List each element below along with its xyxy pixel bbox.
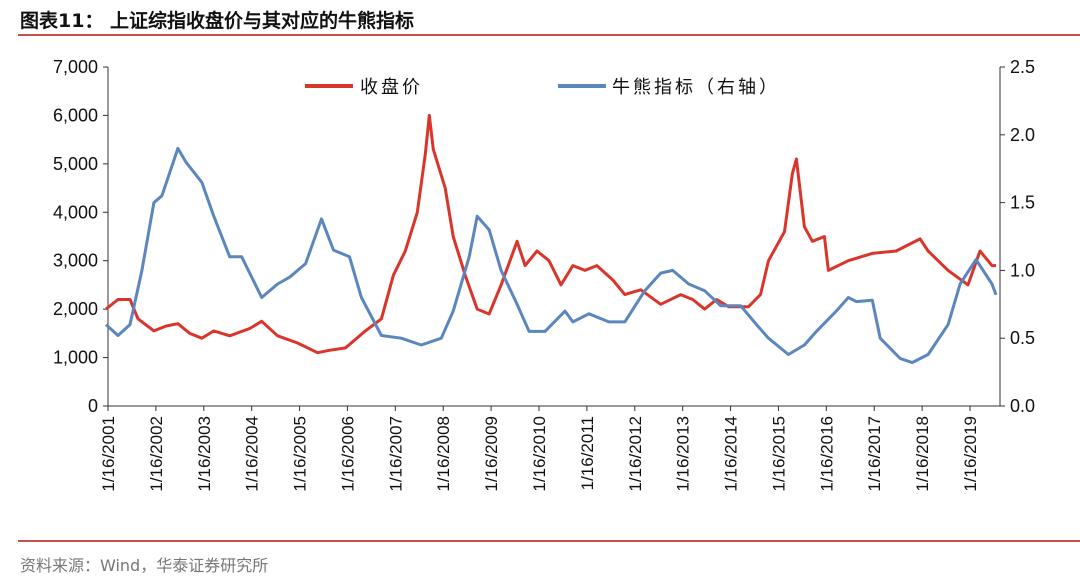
series-line-indicator (104, 146, 998, 365)
chart-title: 图表11： 上证综指收盘价与其对应的牛熊指标 (20, 10, 415, 32)
source-note: 资料来源：Wind，华泰证券研究所 (20, 556, 269, 575)
left-tick-label: 7,000 (53, 57, 98, 77)
left-tick-label: 1,000 (53, 348, 98, 368)
x-tick-label: 1/16/2018 (913, 416, 932, 492)
left-tick-label: 2,000 (53, 299, 98, 319)
x-tick-label: 1/16/2011 (578, 416, 597, 490)
x-tick-label: 1/16/2003 (195, 416, 214, 492)
legend-label: 收盘价 (360, 77, 423, 97)
x-tick-label: 1/16/2008 (434, 416, 453, 492)
x-tick-label: 1/16/2014 (722, 416, 741, 492)
right-tick-label: 1.0 (1010, 260, 1035, 280)
legend-label: 牛熊指标（右轴） (612, 77, 780, 97)
right-tick-label: 0.0 (1010, 396, 1035, 416)
left-tick-label: 4,000 (53, 202, 98, 222)
x-tick-label: 1/16/2009 (482, 416, 501, 492)
x-tick-label: 1/16/2010 (530, 416, 549, 492)
left-tick-label: 3,000 (53, 251, 98, 271)
x-tick-label: 1/16/2002 (147, 416, 166, 492)
x-tick-label: 1/16/2017 (865, 416, 884, 492)
x-tick-label: 1/16/2007 (386, 416, 405, 492)
right-tick-label: 2.0 (1010, 125, 1035, 145)
x-tick-label: 1/16/2019 (961, 416, 980, 492)
right-tick-label: 1.5 (1010, 193, 1035, 213)
title-divider (18, 34, 1080, 36)
x-tick-label: 1/16/2016 (817, 416, 836, 492)
right-tick-label: 0.5 (1010, 328, 1035, 348)
x-tick-label: 1/16/2013 (674, 416, 693, 492)
x-tick-label: 1/16/2005 (291, 416, 310, 492)
footer-divider (18, 540, 1080, 542)
x-tick-label: 1/16/2001 (99, 416, 118, 492)
right-tick-label: 2.5 (1010, 57, 1035, 77)
x-tick-label: 1/16/2004 (243, 416, 262, 492)
left-tick-label: 0 (88, 396, 98, 416)
x-tick-label: 1/16/2006 (338, 416, 357, 492)
x-tick-label: 1/16/2012 (626, 416, 645, 492)
left-tick-label: 6,000 (53, 105, 98, 125)
left-tick-label: 5,000 (53, 154, 98, 174)
series-line-price (105, 113, 996, 355)
x-tick-label: 1/16/2015 (769, 416, 788, 492)
